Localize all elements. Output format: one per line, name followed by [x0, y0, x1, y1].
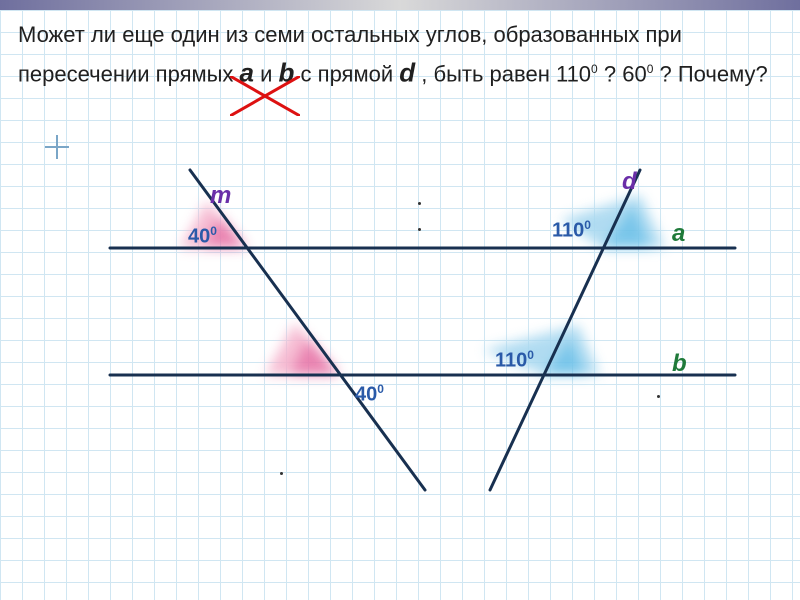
- label-a: a: [672, 220, 685, 248]
- dot-3: [657, 395, 660, 398]
- label-m: m: [210, 182, 231, 210]
- dot-2: [418, 228, 421, 231]
- label-d: d: [622, 168, 637, 196]
- diagram-lines: [0, 0, 800, 600]
- dot-1: [418, 202, 421, 205]
- angle-110-bottom: 1100: [495, 348, 534, 373]
- angle-40-top: 400: [188, 224, 217, 249]
- angle-40-bottom: 400: [355, 382, 384, 407]
- angle-110-top: 1100: [552, 218, 591, 243]
- dot-4: [280, 472, 283, 475]
- label-b: b: [672, 350, 687, 378]
- line-m: [190, 170, 425, 490]
